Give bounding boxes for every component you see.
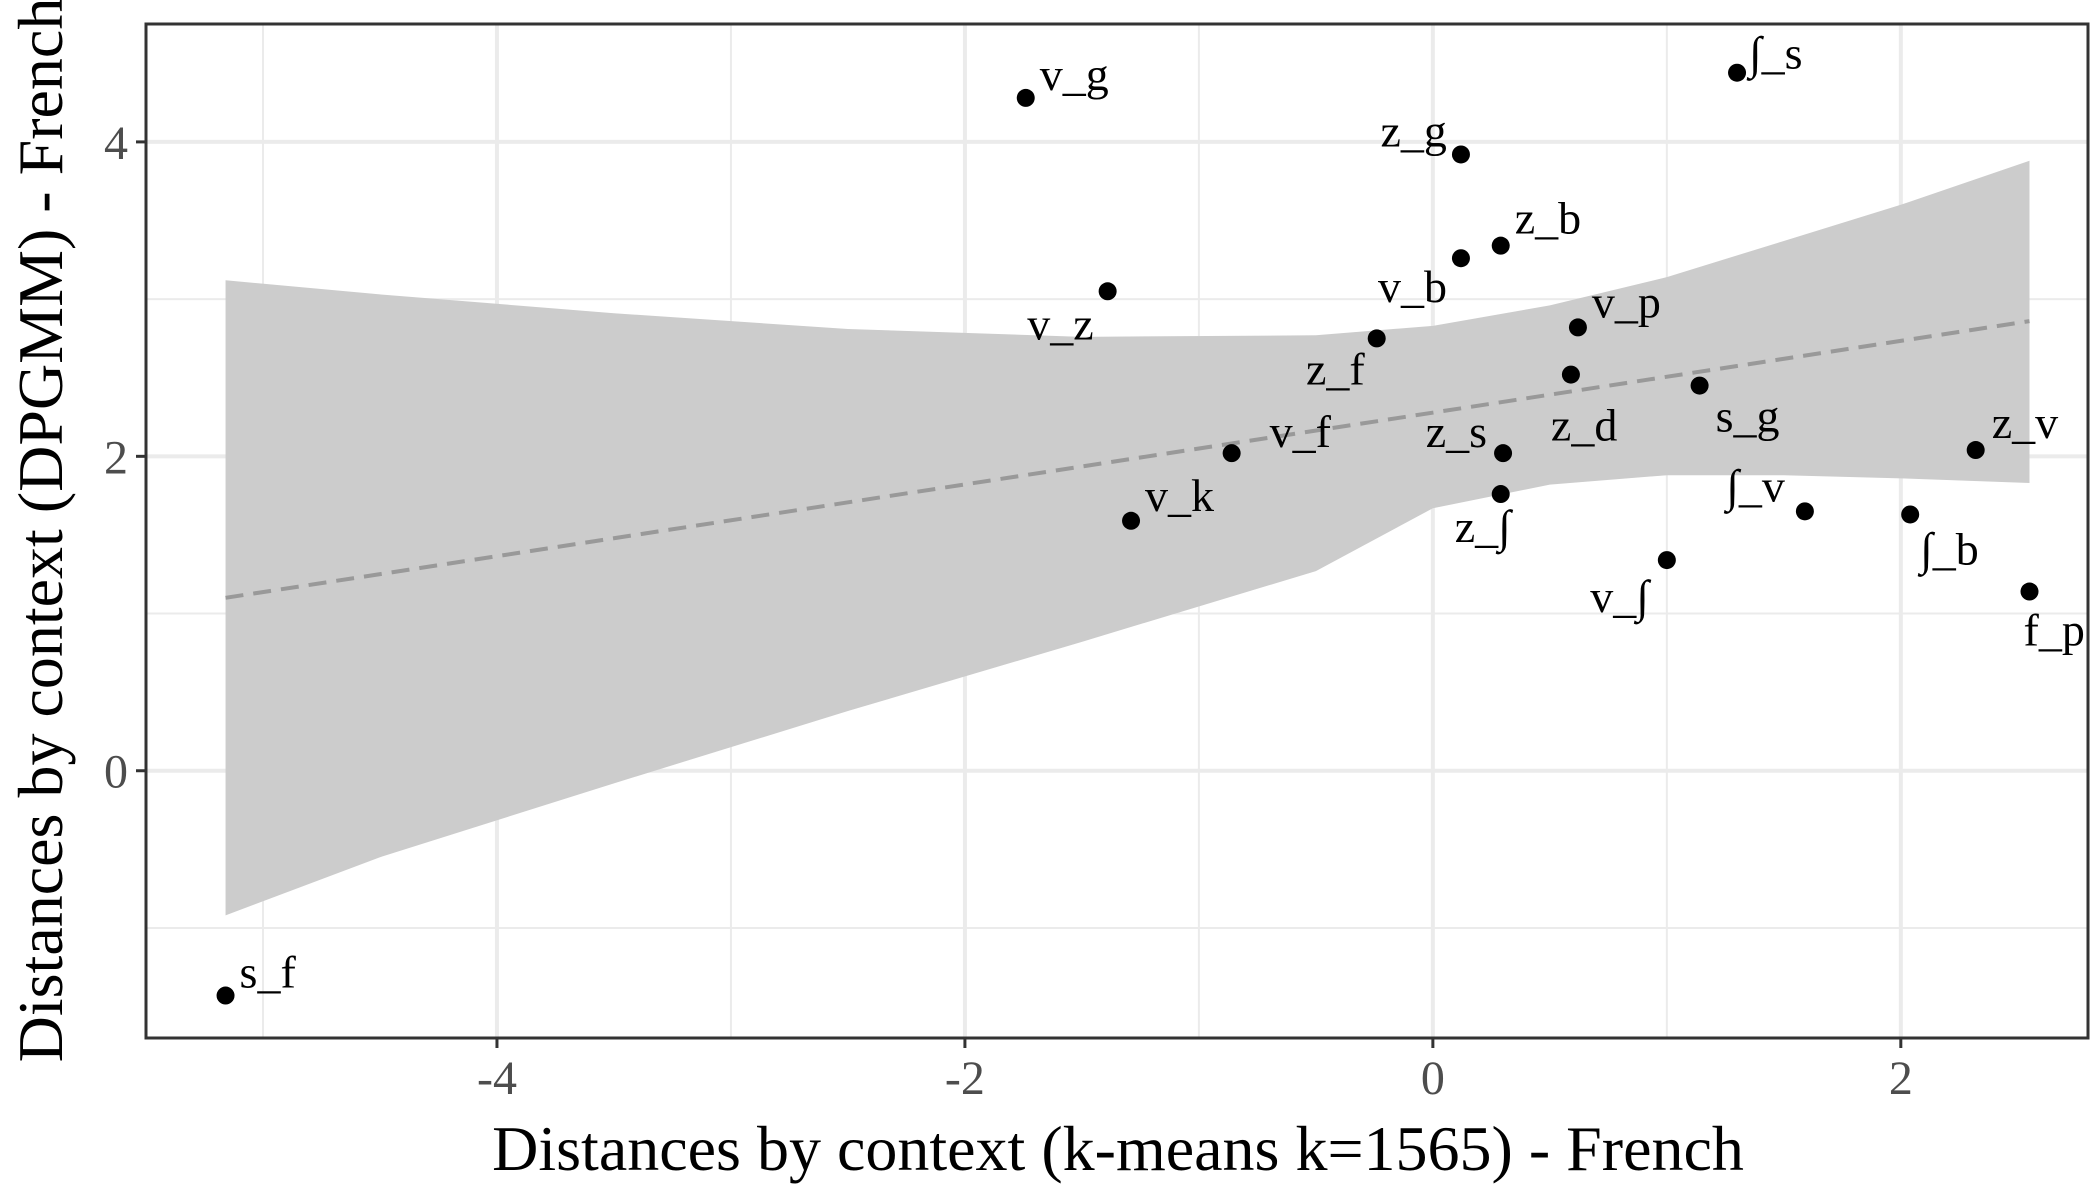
data-point	[1561, 365, 1580, 384]
point-label: s_g	[1716, 391, 1780, 442]
point-label: v_g	[1040, 49, 1109, 100]
point-label: ∫_s	[1746, 28, 1803, 82]
point-label: v_z	[1027, 298, 1093, 349]
x-tick-label: -4	[477, 1052, 517, 1105]
x-tick-label: 0	[1421, 1052, 1445, 1105]
point-label: v_b	[1378, 261, 1447, 312]
major-gridlines	[146, 24, 2088, 1038]
point-label: v_p	[1592, 276, 1661, 327]
point-label: v_∫	[1590, 571, 1651, 625]
y-tick-label: 4	[104, 117, 128, 170]
panel-border	[144, 22, 2090, 1040]
data-point	[1122, 511, 1141, 530]
point-label: v_k	[1145, 470, 1214, 521]
data-point	[1568, 318, 1587, 337]
data-point	[1494, 444, 1513, 463]
data-point	[1367, 329, 1386, 348]
data-point	[1451, 145, 1470, 164]
data-point	[1451, 249, 1470, 268]
point-label: z_b	[1515, 193, 1581, 244]
trend-line	[225, 319, 2030, 600]
data-point	[1690, 376, 1709, 395]
y-tick-label: 2	[104, 431, 128, 484]
data-point	[1728, 63, 1747, 82]
point-label: z_v	[1992, 397, 2058, 448]
point-label: ∫_b	[1917, 523, 1979, 577]
y-tick-label: 0	[104, 746, 128, 799]
point-label: ∫_v	[1723, 460, 1785, 514]
x-axis-title: Distances by context (k-means k=1565) - …	[492, 1113, 1744, 1184]
data-point	[1491, 236, 1510, 255]
data-point	[1491, 485, 1510, 504]
data-point	[1222, 444, 1241, 463]
data-point	[1901, 505, 1920, 524]
x-tick-label: -2	[945, 1052, 985, 1105]
point-label: z_s	[1426, 406, 1487, 457]
data-points	[216, 63, 2039, 1005]
data-point	[1016, 88, 1035, 107]
data-point	[1657, 551, 1676, 570]
y-axis-title: Distances by context (DPGMM) - French	[5, 0, 76, 1062]
point-label: z_∫	[1455, 501, 1513, 555]
data-point	[1966, 441, 1985, 460]
confidence-band	[225, 160, 2030, 916]
y-axis-ticks: 0 2 4	[104, 117, 146, 799]
x-tick-label: 2	[1889, 1052, 1913, 1105]
x-axis-ticks: -4 -2 0 2	[477, 1038, 1913, 1105]
data-point	[2020, 582, 2039, 601]
point-label: v_f	[1270, 406, 1332, 457]
point-label: s_f	[240, 947, 297, 998]
point-labels: v_g ∫_s z_g z_b v_b v_z v_p z_f z_d s_g v_f z_s z_vz…	[240, 28, 2085, 998]
data-point	[1098, 282, 1117, 301]
point-label: z_d	[1551, 400, 1617, 451]
point-label: z_g	[1381, 105, 1447, 156]
point-label: f_p	[2024, 605, 2085, 656]
point-label: z_f	[1306, 343, 1365, 394]
data-point	[1795, 502, 1814, 521]
data-point	[216, 986, 235, 1005]
